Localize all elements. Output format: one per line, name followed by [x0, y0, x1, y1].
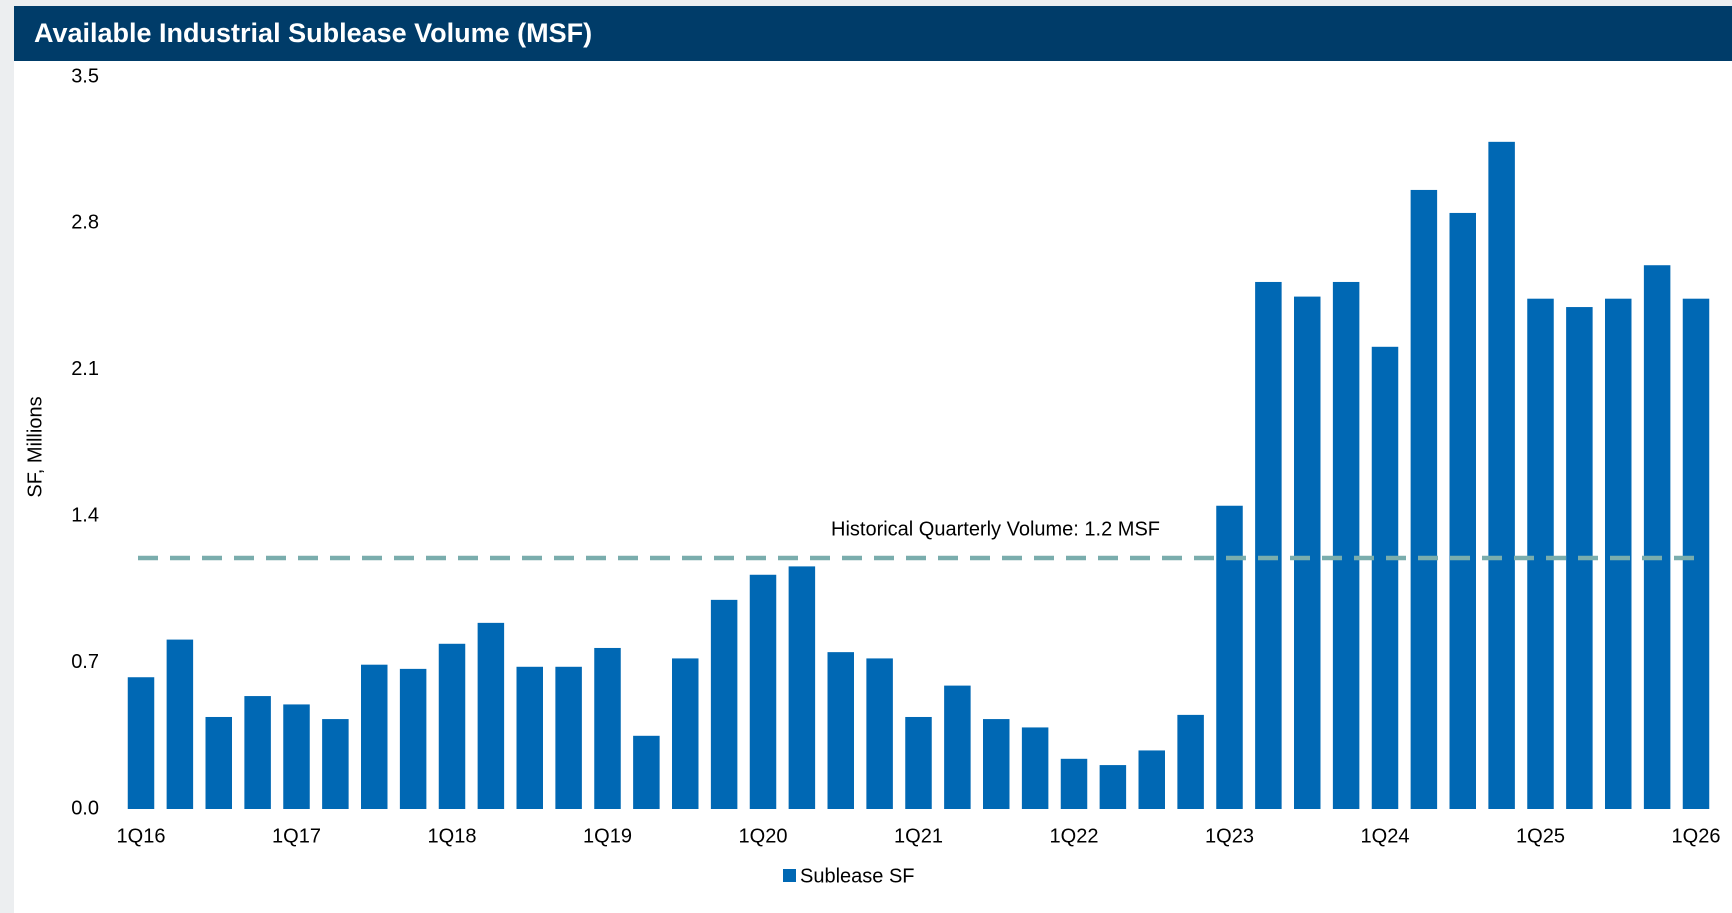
bar [477, 622, 505, 809]
bar [205, 716, 232, 809]
bar [1449, 212, 1476, 809]
bar [1021, 727, 1049, 809]
legend-label: Sublease SF [800, 865, 915, 887]
bar [1255, 281, 1282, 810]
bar [1527, 298, 1554, 809]
x-tick-label: 1Q25 [1516, 825, 1565, 847]
bar [827, 652, 854, 809]
bar [710, 599, 738, 809]
x-tick-label: 1Q21 [894, 825, 943, 847]
x-tick-label: 1Q20 [739, 825, 788, 847]
y-tick-label: 0.7 [71, 651, 99, 673]
chart-title: Available Industrial Sublease Volume (MS… [34, 18, 592, 48]
bar [555, 666, 582, 809]
bar [1332, 281, 1360, 810]
bar [516, 666, 543, 809]
bar [1605, 298, 1632, 809]
x-tick-label: 1Q23 [1205, 825, 1254, 847]
bar [672, 658, 699, 809]
y-tick-label: 1.4 [71, 504, 99, 526]
bar [127, 677, 155, 809]
bar [1488, 141, 1515, 809]
bar [438, 643, 466, 809]
bar [1177, 714, 1204, 809]
bar [1216, 505, 1243, 809]
bar [1294, 296, 1321, 810]
bar [866, 658, 893, 809]
bar [166, 639, 194, 809]
bar [944, 685, 971, 809]
x-tick-label: 1Q18 [428, 825, 477, 847]
bar [905, 716, 932, 809]
bar [749, 574, 777, 809]
y-tick-label: 2.8 [71, 212, 99, 234]
bar [1682, 298, 1710, 809]
bar [1410, 189, 1438, 810]
bar [399, 668, 427, 809]
y-tick-label: 0.0 [71, 797, 99, 819]
bar [788, 566, 816, 809]
bar [244, 696, 271, 809]
reference-label: Historical Quarterly Volume: 1.2 MSF [831, 518, 1160, 540]
x-tick-label: 1Q16 [117, 825, 166, 847]
y-tick-label: 3.5 [71, 65, 99, 87]
x-tick-label: 1Q17 [272, 825, 321, 847]
header-band [14, 6, 1732, 61]
bar [633, 735, 660, 809]
legend-swatch [783, 869, 796, 882]
bar [322, 719, 349, 809]
bar [1643, 265, 1671, 809]
bar [1099, 765, 1127, 809]
x-tick-label: 1Q19 [583, 825, 632, 847]
bar [983, 719, 1010, 809]
y-axis-label: SF, Millions [24, 396, 46, 497]
bar [1371, 346, 1399, 809]
bar [1060, 758, 1088, 809]
bar [283, 704, 310, 809]
bar [594, 647, 621, 809]
bar [1138, 750, 1165, 809]
bar [361, 664, 388, 809]
x-tick-label: 1Q22 [1050, 825, 1099, 847]
y-tick-label: 2.1 [71, 358, 99, 380]
x-tick-label: 1Q24 [1361, 825, 1410, 847]
x-tick-label: 1Q26 [1672, 825, 1721, 847]
